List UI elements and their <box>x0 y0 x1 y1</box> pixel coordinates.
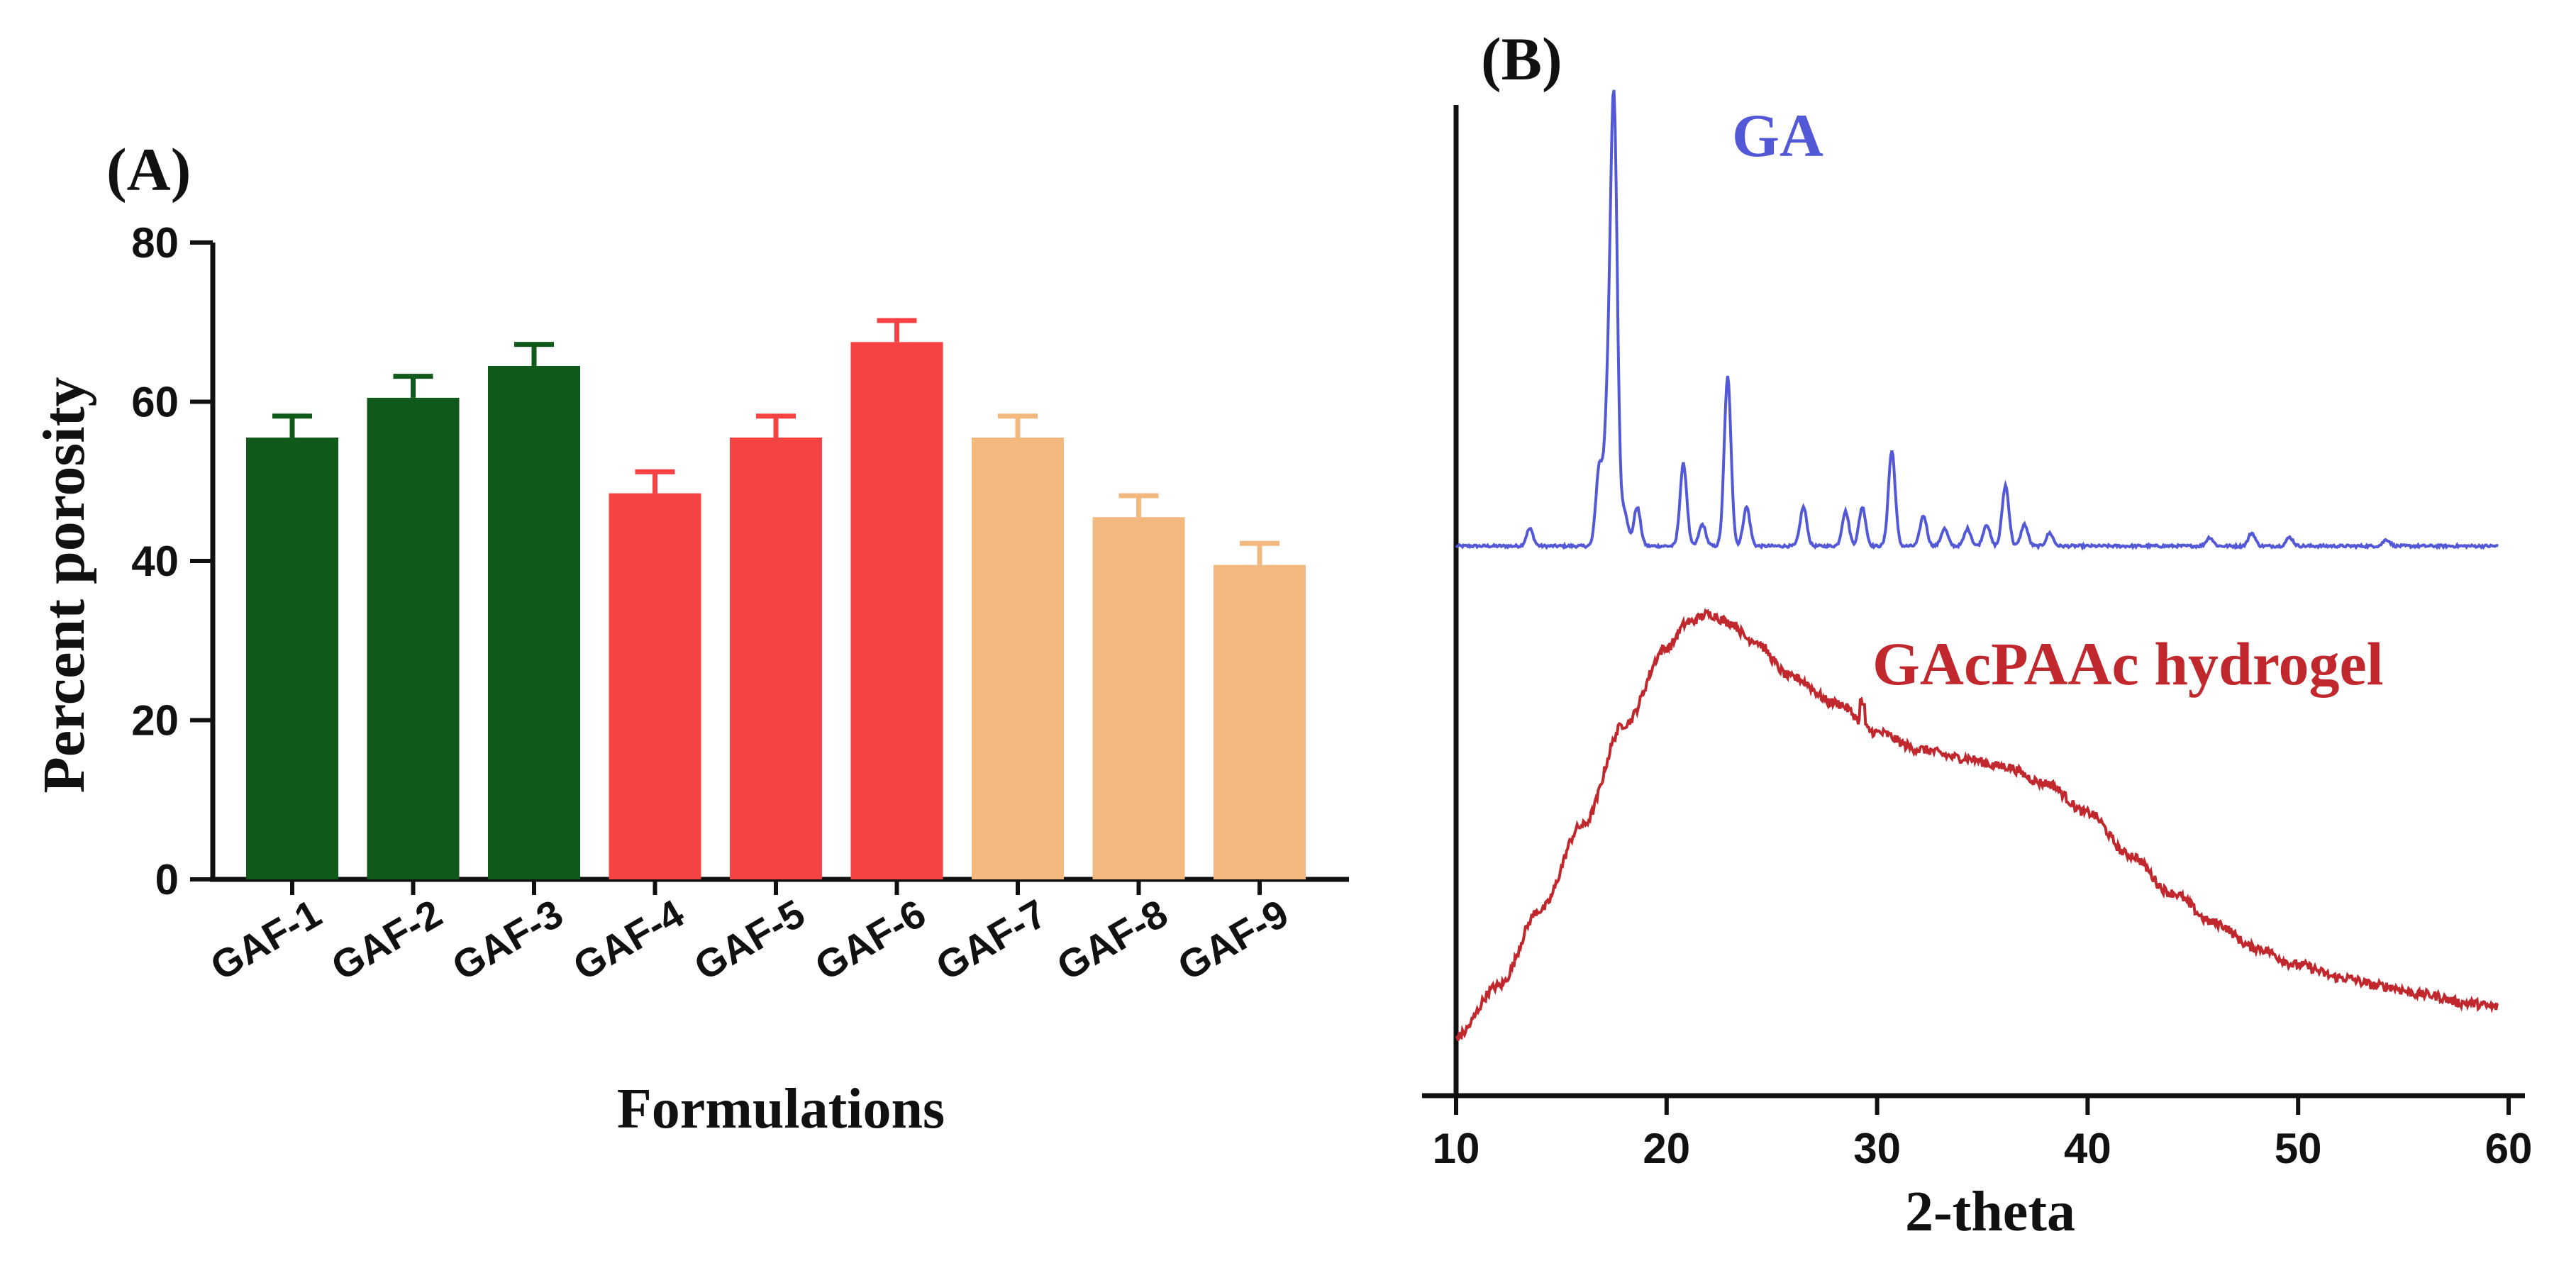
figure: (A) Percent porosity Formulations 0 20 40 6… <box>0 0 2576 1268</box>
ga-series-label: GA <box>1732 101 1823 169</box>
panel-b-x-tick-label: 10 <box>1433 1125 1480 1172</box>
panel-a-label: (A) <box>106 135 191 204</box>
bar-gaf-4 <box>609 494 701 879</box>
bar-gaf-9 <box>1214 565 1306 879</box>
category-label: GAF-6 <box>808 891 933 989</box>
panel-a-bar-chart: (A) Percent porosity Formulations 0 20 40 6… <box>31 135 1349 1140</box>
category-label: GAF-9 <box>1170 891 1296 989</box>
bar-gaf-2 <box>367 398 460 879</box>
bar-gaf-5 <box>730 438 822 879</box>
panel-b-x-tick-label: 20 <box>1643 1125 1690 1172</box>
panel-a-y-tick-label: 20 <box>131 697 179 745</box>
panel-a-y-tick-label: 80 <box>131 219 179 267</box>
category-label: GAF-4 <box>566 891 692 989</box>
category-label: GAF-8 <box>1050 891 1175 989</box>
panel-b-label: (B) <box>1481 25 1562 93</box>
hydrogel-series-label: GAcPAAc hydrogel <box>1872 630 2384 698</box>
panel-b-xrd-chart: (B) 10 20 30 40 50 60 2-theta GA GAcPAAc hydr… <box>1422 25 2532 1243</box>
panel-a-y-tick-label: 60 <box>131 379 179 426</box>
bar-gaf-6 <box>851 342 943 879</box>
panel-b-x-tick-label: 40 <box>2064 1125 2111 1172</box>
category-label: GAF-5 <box>687 891 812 989</box>
bar-gaf-3 <box>488 366 580 879</box>
panel-b-x-tick-label: 60 <box>2485 1125 2533 1172</box>
ga-series-line <box>1456 90 2498 547</box>
bar-gaf-7 <box>972 438 1064 879</box>
panel-a-x-axis-label: Formulations <box>617 1078 945 1140</box>
panel-b-x-axis-label: 2-theta <box>1905 1181 2075 1243</box>
category-label: GAF-3 <box>445 891 570 989</box>
category-label: GAF-1 <box>203 891 328 989</box>
bar-gaf-8 <box>1093 517 1185 879</box>
panel-a-y-tick-label: 0 <box>155 856 179 903</box>
panel-a-y-axis-label: Percent porosity <box>31 377 97 793</box>
category-label: GAF-7 <box>928 891 1054 989</box>
panel-b-x-tick-label: 50 <box>2275 1125 2322 1172</box>
bar-gaf-1 <box>246 438 338 879</box>
panel-a-y-tick-label: 40 <box>131 538 179 585</box>
category-label: GAF-2 <box>324 891 450 989</box>
panel-b-x-tick-label: 30 <box>1853 1125 1901 1172</box>
